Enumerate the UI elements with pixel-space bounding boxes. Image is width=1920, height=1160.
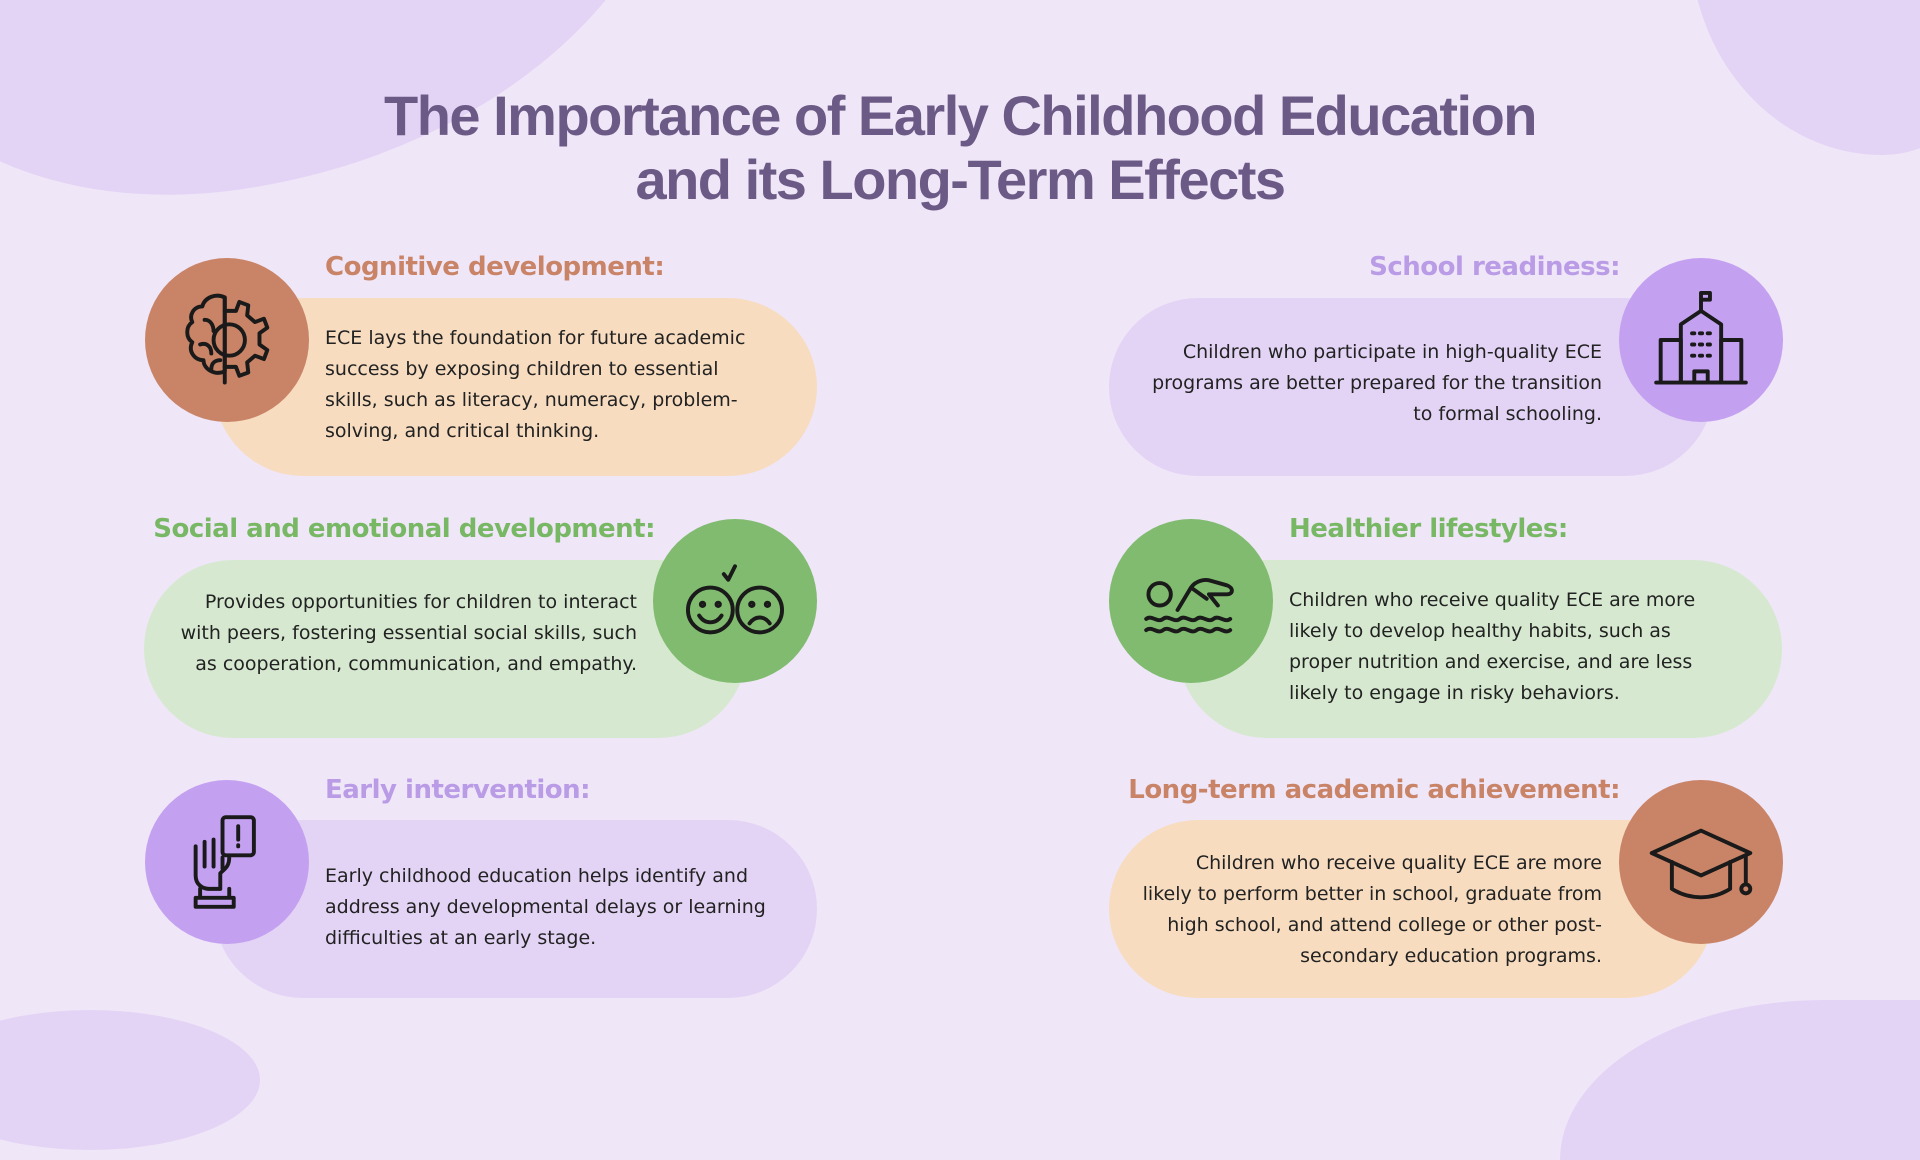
- happy-sad-faces-icon: [653, 519, 817, 683]
- title-line-1: The Importance of Early Childhood Educat…: [383, 84, 1538, 147]
- long-term-heading: Long-term academic achievement:: [1128, 775, 1620, 805]
- healthier-card: [1178, 560, 1782, 738]
- swimmer-icon: [1109, 519, 1273, 683]
- long-term-text: Children who receive quality ECE are mor…: [1142, 852, 1602, 967]
- title-line-2: and its Long-Term Effects: [635, 148, 1286, 211]
- social-heading: Social and emotional development:: [153, 514, 655, 544]
- intervention-card: [214, 820, 817, 998]
- cognitive-heading: Cognitive development:: [325, 252, 665, 282]
- intervention-heading: Early intervention:: [325, 775, 591, 805]
- school-building-icon: [1619, 258, 1783, 422]
- school-readiness-heading: School readiness:: [1369, 252, 1620, 282]
- social-text: Provides opportunities for children to i…: [180, 591, 637, 675]
- decor-blob: [0, 1010, 260, 1150]
- cognitive-text: ECE lays the foundation for future acade…: [325, 327, 746, 442]
- school-readiness-text: Children who participate in high-quality…: [1152, 341, 1602, 425]
- hand-alert-icon: [145, 780, 309, 944]
- page-title: The Importance of Early Childhood Educat…: [0, 84, 1920, 212]
- school-readiness-card: [1109, 298, 1714, 476]
- healthier-heading: Healthier lifestyles:: [1289, 514, 1568, 544]
- healthier-text: Children who receive quality ECE are mor…: [1289, 589, 1696, 704]
- cognitive-card: [214, 298, 817, 476]
- decor-blob: [1560, 1000, 1920, 1160]
- brain-gear-icon: [145, 258, 309, 422]
- intervention-text: Early childhood education helps identify…: [325, 865, 766, 949]
- social-card: [144, 560, 747, 738]
- graduation-cap-icon: [1619, 780, 1783, 944]
- long-term-card: [1109, 820, 1714, 998]
